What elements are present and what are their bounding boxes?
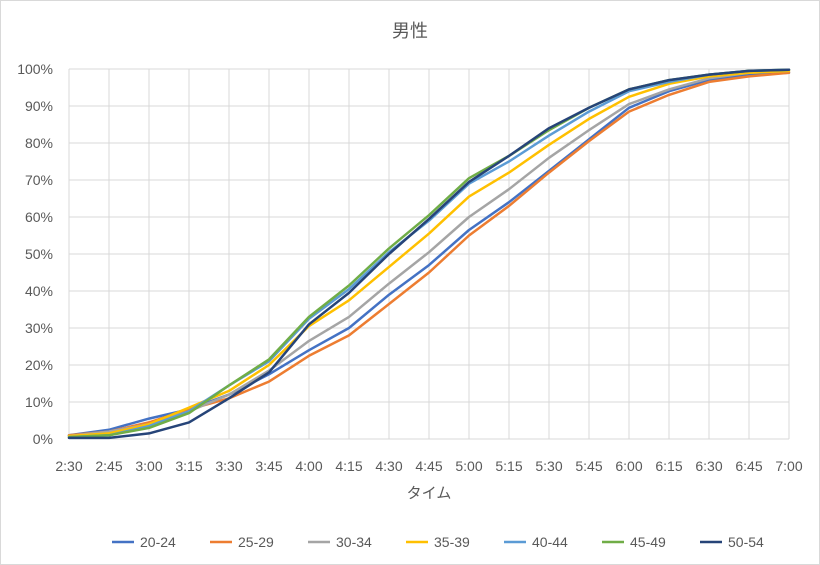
x-tick-label: 4:15 <box>335 458 362 474</box>
x-tick-label: 7:00 <box>775 458 802 474</box>
x-tick-label: 4:45 <box>415 458 442 474</box>
series-line-40-44 <box>67 68 791 439</box>
x-tick-label: 5:30 <box>535 458 562 474</box>
legend-label: 50-54 <box>728 534 764 550</box>
legend-label: 30-34 <box>336 534 372 550</box>
y-tick-label: 10% <box>25 394 53 410</box>
series-line-25-29 <box>67 71 791 437</box>
series-line-50-54 <box>67 68 791 440</box>
legend-item: 30-34 <box>308 534 372 550</box>
x-tick-label: 4:00 <box>295 458 322 474</box>
x-tick-label: 5:00 <box>455 458 482 474</box>
legend-label: 40-44 <box>532 534 568 550</box>
y-tick-label: 20% <box>25 357 53 373</box>
legend-label: 25-29 <box>238 534 274 550</box>
x-tick-label: 2:30 <box>55 458 82 474</box>
x-tick-label: 6:15 <box>655 458 682 474</box>
legend-item: 40-44 <box>504 534 568 550</box>
x-tick-label: 2:45 <box>95 458 122 474</box>
y-tick-label: 70% <box>25 172 53 188</box>
y-tick-label: 90% <box>25 98 53 114</box>
legend-label: 35-39 <box>434 534 470 550</box>
y-tick-label: 80% <box>25 135 53 151</box>
x-tick-label: 6:00 <box>615 458 642 474</box>
legend: 20-24 25-29 30-34 35-39 40-44 45-49 50-54 <box>112 534 764 550</box>
series-lines <box>67 68 791 440</box>
legend-item: 35-39 <box>406 534 470 550</box>
y-tick-label: 60% <box>25 209 53 225</box>
x-tick-label: 4:30 <box>375 458 402 474</box>
x-axis-ticks: 2:30 2:45 3:00 3:15 3:30 3:45 4:00 4:15 4:30 4:45… <box>55 458 802 474</box>
y-tick-label: 40% <box>25 283 53 299</box>
y-tick-label: 50% <box>25 246 53 262</box>
x-tick-label: 3:30 <box>215 458 242 474</box>
x-tick-label: 3:45 <box>255 458 282 474</box>
legend-label: 45-49 <box>630 534 666 550</box>
legend-item: 20-24 <box>112 534 176 550</box>
legend-item: 45-49 <box>602 534 666 550</box>
y-axis-ticks: 0% 10% 20% 30% 40% 50% 60% 70% 80% 90% 100% <box>17 61 53 447</box>
chart-title: 男性 <box>392 21 428 41</box>
x-tick-label: 3:15 <box>175 458 202 474</box>
series-line-35-39 <box>67 69 791 438</box>
y-tick-label: 30% <box>25 320 53 336</box>
legend-item: 25-29 <box>210 534 274 550</box>
x-tick-label: 6:30 <box>695 458 722 474</box>
x-tick-label: 5:45 <box>575 458 602 474</box>
x-tick-label: 6:45 <box>735 458 762 474</box>
gridlines <box>68 68 790 440</box>
y-tick-label: 100% <box>17 61 53 77</box>
x-tick-label: 5:15 <box>495 458 522 474</box>
x-axis-title: タイム <box>407 485 452 502</box>
legend-label: 20-24 <box>140 534 176 550</box>
legend-item: 50-54 <box>700 534 764 550</box>
x-tick-label: 3:00 <box>135 458 162 474</box>
y-tick-label: 0% <box>33 431 53 447</box>
